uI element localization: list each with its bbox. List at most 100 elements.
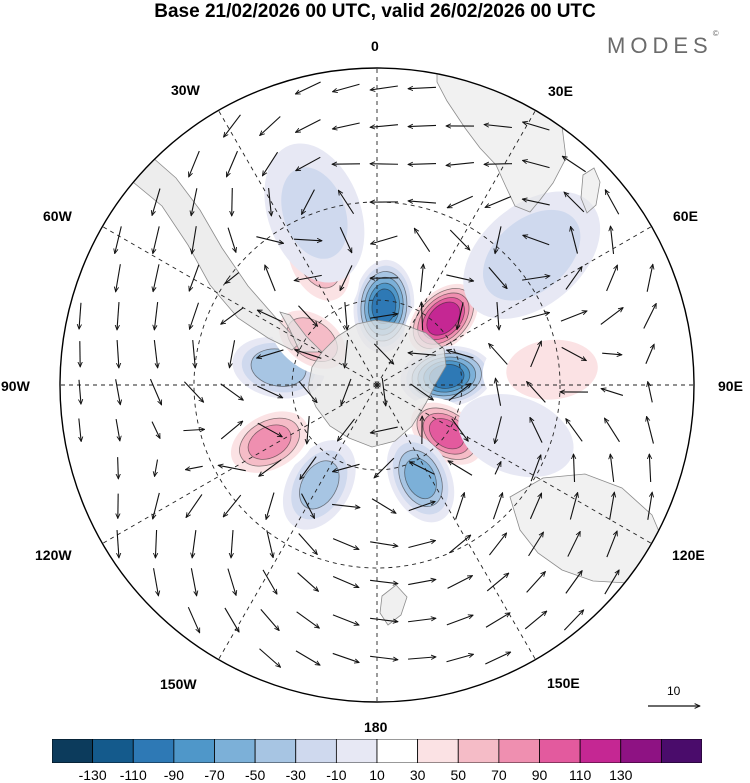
wind-arrow [528, 532, 544, 557]
wind-arrow [232, 187, 233, 216]
wind-arrow [605, 418, 620, 443]
colorbar-swatch [214, 739, 256, 763]
wind-arrow [153, 226, 160, 253]
wind-arrow [153, 568, 159, 596]
wind-arrow [192, 226, 197, 254]
wind-arrow [257, 309, 283, 323]
map-boundary [59, 67, 695, 703]
wind-arrow [374, 457, 395, 478]
wind-arrow [530, 341, 542, 368]
wind-arrow [447, 350, 474, 359]
wind-arrow [220, 383, 244, 400]
lon-label-0: 0 [371, 38, 379, 54]
wind-arrow [484, 164, 513, 165]
meridian-line [376, 110, 536, 386]
wind-arrow [446, 161, 474, 166]
wind-arrow [420, 264, 424, 292]
wind-arrow [565, 571, 582, 594]
wind-arrow [647, 492, 652, 520]
wind-arrow [494, 462, 502, 475]
wind-arrow [332, 463, 360, 471]
wind-arrow [332, 614, 359, 625]
colorbar-tick-label: 30 [409, 767, 426, 783]
wind-arrow [298, 533, 318, 555]
colorbar-tick-label: -90 [163, 767, 184, 783]
wind-arrow [154, 459, 159, 477]
wind-arrow [408, 353, 436, 355]
wind-arrow [227, 568, 236, 596]
colorbar-swatch [498, 739, 540, 763]
colorbar-tick-label: -10 [326, 767, 347, 783]
wind-arrow [408, 87, 437, 88]
colorbar-swatch [295, 739, 337, 763]
wind-arrow [446, 654, 474, 663]
wind-arrow [408, 618, 436, 623]
lon-label-120w: 120W [35, 547, 72, 563]
wind-arrow [294, 274, 322, 280]
colorbar-tick-label: 10 [369, 767, 385, 783]
wind-arrow [370, 314, 398, 319]
wind-arrow [345, 340, 349, 368]
wind-arrow [485, 196, 512, 208]
lon-label-90w: 90W [1, 378, 30, 394]
colorbar-swatch [539, 739, 581, 763]
wind-arrow [260, 609, 279, 630]
wind-arrow [564, 192, 585, 213]
wind-arrow [189, 264, 200, 291]
wind-arrow [569, 492, 577, 520]
wind-arrow [605, 190, 620, 215]
wind-arrow [448, 461, 473, 476]
wind-arrow [606, 531, 617, 558]
wind-arrow [495, 378, 502, 406]
madagascar [580, 167, 601, 214]
wind-arrow [522, 313, 549, 321]
wind-arrow [408, 657, 436, 659]
wind-arrow [302, 189, 315, 215]
meridian-line [218, 384, 378, 660]
wind-arrow [266, 492, 275, 520]
wind-arrow [565, 267, 582, 290]
wind-arrow [79, 418, 81, 442]
contour-level [458, 393, 574, 478]
wind-arrow [381, 378, 385, 406]
anomaly-cell [463, 191, 601, 319]
wind-arrow [307, 416, 309, 444]
colorbar-swatch [417, 739, 459, 763]
colorbar-swatch [660, 739, 702, 763]
wind-arrow [408, 125, 437, 126]
wind-arrow [447, 576, 473, 589]
wind-arrow [606, 265, 618, 292]
meridian-line [376, 226, 652, 386]
wind-arrow [295, 650, 320, 665]
wind-arrow [529, 417, 543, 443]
wind-arrow [408, 201, 437, 203]
wind-arrow [221, 307, 244, 325]
lon-label-60e: 60E [673, 208, 698, 224]
wind-arrow [563, 610, 583, 631]
wind-arrow [373, 343, 393, 364]
wind-arrow [225, 272, 240, 284]
wind-arrow [296, 611, 320, 628]
wind-arrow [647, 416, 654, 444]
wind-arrow [446, 274, 473, 281]
wind-arrow [224, 607, 239, 632]
wind-arrow [297, 572, 319, 592]
lon-label-30e: 30E [548, 83, 573, 99]
wind-vectors [79, 81, 657, 667]
vector-reference-value: 10 [667, 684, 681, 698]
wind-arrow [339, 265, 353, 290]
wind-arrow [523, 235, 550, 246]
wind-arrow [524, 611, 547, 630]
contour-level [426, 301, 461, 336]
wind-arrow [256, 236, 283, 244]
wind-arrow [154, 302, 159, 330]
anomaly-cell [264, 143, 365, 283]
landmasses [71, 68, 667, 626]
wind-arrow [451, 418, 469, 442]
wind-arrow [408, 540, 435, 549]
wind-arrow [604, 570, 619, 595]
wind-arrow [332, 503, 360, 507]
wind-arrow [293, 239, 322, 241]
wind-arrow [530, 455, 541, 482]
colorbar-swatch [335, 739, 378, 763]
